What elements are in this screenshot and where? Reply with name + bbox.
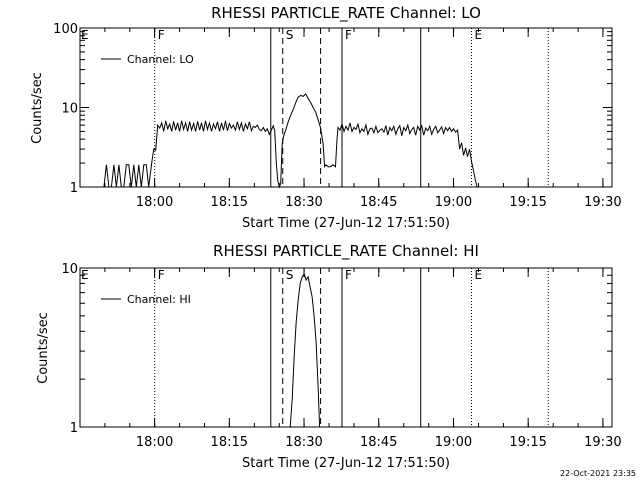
x-tick-label: 19:15 [509,195,546,210]
x-tick-label: 19:30 [584,435,621,450]
y-axis-label: Counts/sec [30,72,45,144]
marker-label: F [158,268,165,282]
y-axis-label: Counts/sec [36,312,51,384]
marker-label: E [81,28,89,42]
chart-panel-lo: RHESSI PARTICLE_RATE Channel: LO Start T… [30,4,622,231]
chart-panel-hi: RHESSI PARTICLE_RATE Channel: HI Start T… [36,242,622,471]
x-tick-label: 18:15 [211,195,248,210]
legend-label: Channel: LO [127,53,194,66]
x-axis-label: Start Time (27-Jun-12 17:51:50) [242,216,450,231]
marker-label: S [286,268,294,282]
y-tick-label: 1 [70,181,78,196]
x-tick-label: 18:15 [211,435,248,450]
chart-title: RHESSI PARTICLE_RATE Channel: HI [213,242,479,261]
chart-title: RHESSI PARTICLE_RATE Channel: LO [211,4,481,23]
x-tick-label: 19:00 [435,195,472,210]
footer-timestamp: 22-Oct-2021 23:35 [560,469,636,478]
marker-label: E [475,28,483,42]
x-tick-label: 18:45 [360,435,397,450]
x-axis-label: Start Time (27-Jun-12 17:51:50) [242,456,450,471]
plot-frame [79,267,613,428]
y-tick-label: 10 [61,262,78,277]
series-line [103,93,478,189]
y-tick-label: 100 [53,22,78,37]
x-tick-label: 19:00 [435,435,472,450]
legend-label: Channel: HI [127,293,191,306]
x-tick-label: 18:00 [136,435,173,450]
series-line [289,272,321,428]
x-tick-label: 19:15 [509,435,546,450]
x-tick-label: 19:30 [584,195,621,210]
x-tick-label: 18:45 [360,195,397,210]
marker-label: E [475,268,483,282]
x-tick-label: 18:30 [285,195,322,210]
marker-label: F [345,28,352,42]
marker-label: E [81,268,89,282]
y-tick-label: 1 [70,421,78,436]
x-tick-label: 18:30 [285,435,322,450]
x-tick-label: 18:00 [136,195,173,210]
marker-label: F [345,268,352,282]
y-tick-label: 10 [61,102,78,117]
marker-label: S [286,28,294,42]
marker-label: F [158,28,165,42]
